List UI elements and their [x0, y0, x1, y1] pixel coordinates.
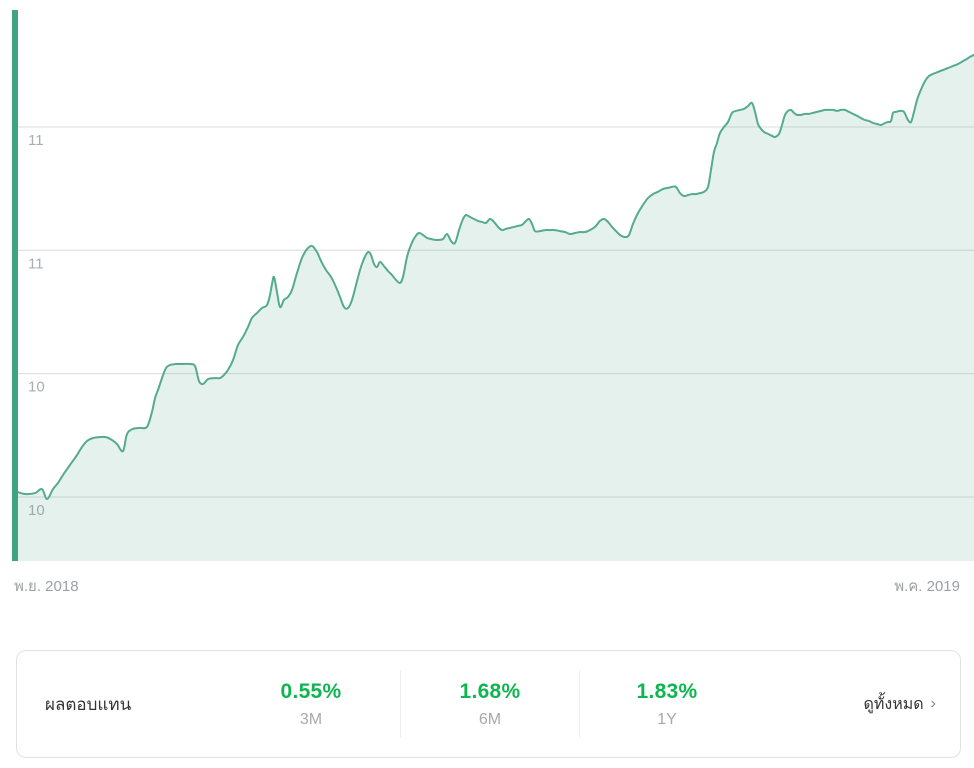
- divider: [579, 670, 580, 738]
- divider: [400, 670, 401, 738]
- y-tick-label: 10: [28, 502, 45, 519]
- y-gridlines: 11 11 10 10: [14, 126, 974, 519]
- chevron-right-icon: ›: [930, 695, 936, 712]
- return-stat-1y: 1.83% 1Y: [580, 680, 754, 729]
- return-period-1y: 1Y: [657, 710, 677, 728]
- y-tick-label: 10: [28, 379, 45, 396]
- x-axis-end-label: พ.ค. 2019: [894, 578, 960, 595]
- nav-chart-container: 11 11 10 10 พ.ย. 2018 พ.ค. 2019: [12, 10, 974, 595]
- return-period-6m: 6M: [478, 710, 502, 728]
- chart-line: [13, 53, 974, 500]
- nav-area-chart: 11 11 10 10 พ.ย. 2018 พ.ค. 2019: [12, 10, 974, 595]
- x-axis-start-label: พ.ย. 2018: [14, 578, 79, 595]
- return-value-1y: 1.83%: [636, 679, 698, 703]
- return-value-6m: 1.68%: [459, 679, 521, 703]
- return-value-3m: 0.55%: [280, 679, 342, 703]
- period-start-marker: [12, 10, 18, 561]
- chart-area-fill: [14, 54, 974, 562]
- view-all-button[interactable]: ดูทั้งหมด ›: [863, 692, 960, 717]
- y-tick-label: 11: [28, 132, 44, 149]
- returns-summary-card: ผลตอบแทน 0.55% 3M 1.68% 6M 1.83% 1Y ดูทั…: [16, 650, 961, 758]
- y-tick-label: 11: [28, 255, 44, 272]
- return-period-3m: 3M: [299, 710, 323, 728]
- return-stat-3m: 0.55% 3M: [222, 680, 400, 729]
- view-all-label: ดูทั้งหมด: [863, 695, 924, 713]
- return-stat-6m: 1.68% 6M: [401, 680, 579, 729]
- returns-label: ผลตอบแทน: [45, 694, 132, 714]
